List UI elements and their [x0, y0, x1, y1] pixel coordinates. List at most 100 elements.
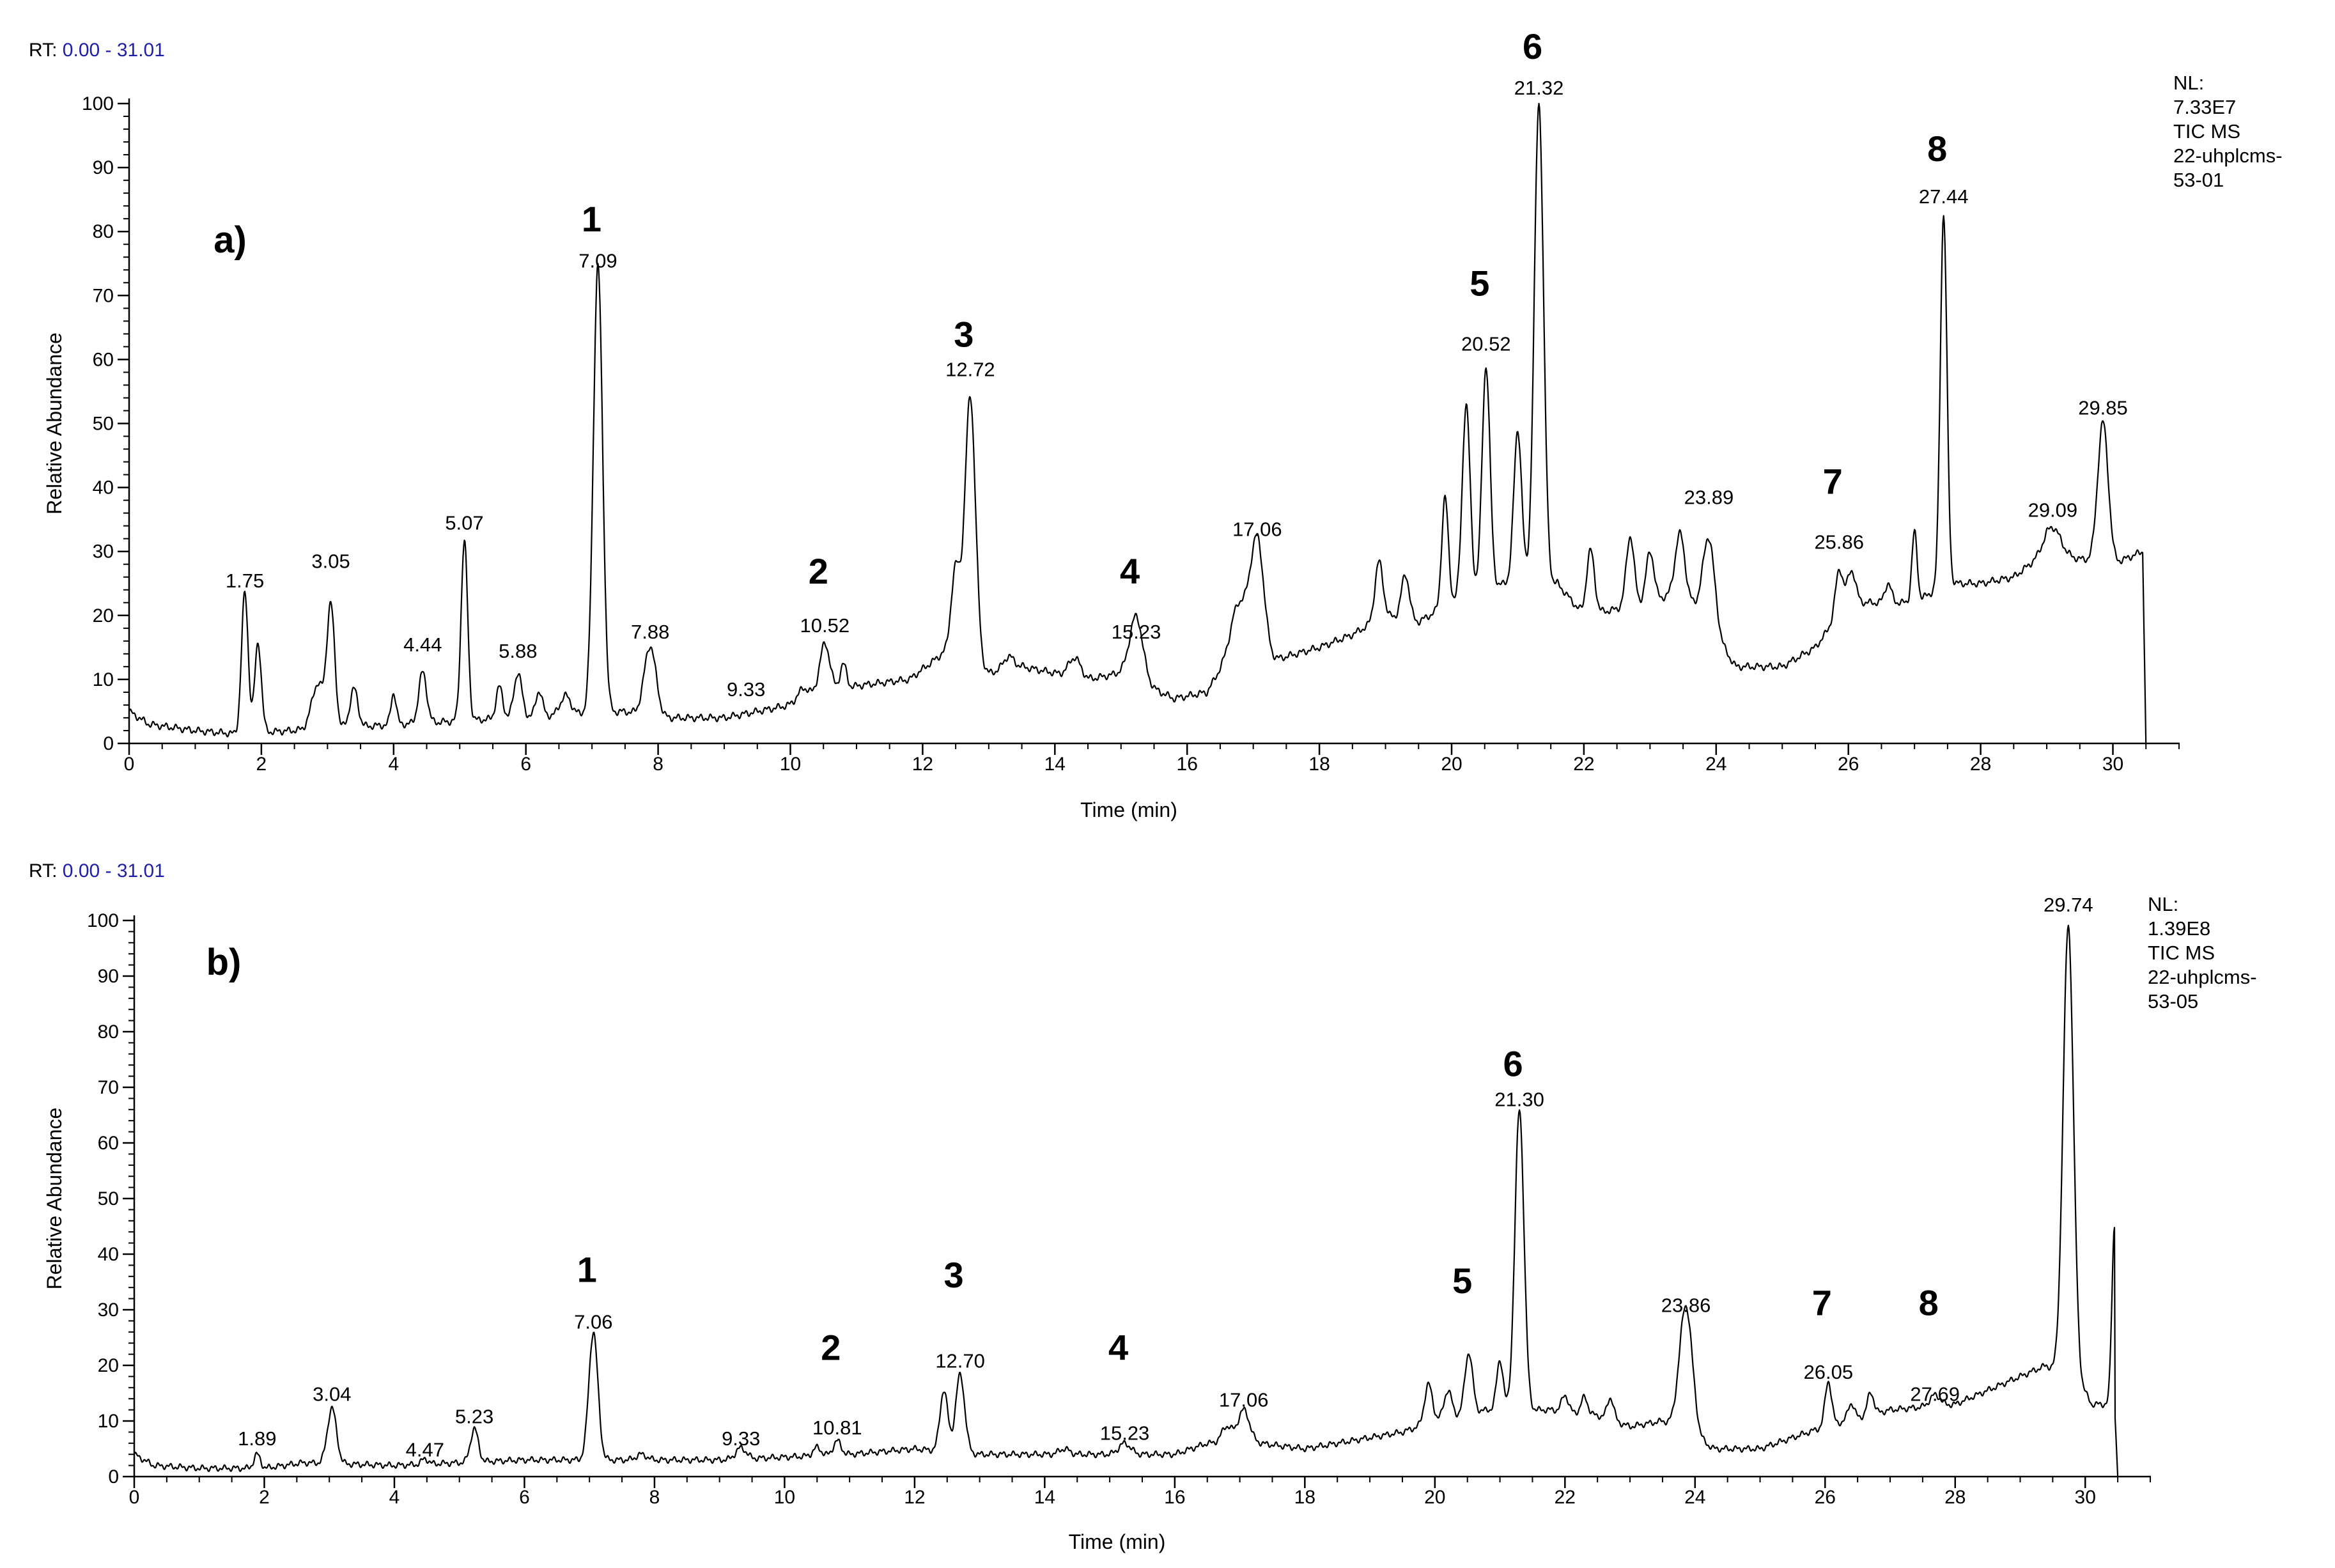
- x-tick-label: 14: [1044, 754, 1066, 775]
- y-tick-label: 30: [98, 1300, 119, 1321]
- x-tick-label: 20: [1424, 1487, 1445, 1508]
- compound-number: 3: [954, 314, 974, 354]
- compound-number: 1: [577, 1250, 597, 1290]
- nl-info-line: TIC MS: [2173, 120, 2240, 143]
- peak-label: 21.30: [1494, 1089, 1544, 1111]
- peak-label: 25.86: [1814, 531, 1864, 554]
- peak-label: 4.44: [403, 633, 442, 656]
- peak-label: 29.09: [2028, 499, 2078, 522]
- peak-label: 23.89: [1684, 486, 1734, 509]
- y-tick-label: 50: [98, 1188, 119, 1209]
- compound-number: 7: [1812, 1283, 1832, 1323]
- peak-label: 15.23: [1112, 621, 1161, 643]
- compound-number: 7: [1823, 462, 1843, 502]
- peak-label: 5.07: [445, 512, 483, 534]
- nl-info-line: 53-05: [2148, 990, 2198, 1013]
- y-tick-label: 90: [98, 966, 119, 987]
- rt-range-label: RT: 0.00 - 31.01: [29, 860, 165, 881]
- peak-label: 3.04: [313, 1383, 351, 1406]
- peak-label: 5.23: [455, 1405, 493, 1427]
- chromatogram-panel-b: RT: 0.00 - 31.01 0 10 20 30 40 50 60 70 80 90 100 0 2…: [29, 860, 2257, 1553]
- peak-label: 17.06: [1219, 1388, 1269, 1411]
- chromatogram-panel-a: RT: 0.00 - 31.01 0 10 20 30 40 50 60 70 80 90 100 0 2…: [29, 26, 2283, 821]
- x-tick-label: 8: [653, 754, 663, 775]
- compound-number: 3: [944, 1255, 964, 1295]
- peak-label: 20.52: [1461, 332, 1511, 355]
- x-tick-label: 26: [1838, 754, 1859, 775]
- peak-label: 17.06: [1232, 518, 1282, 541]
- y-tick-label: 100: [82, 93, 114, 114]
- y-tick-label: 20: [93, 605, 114, 626]
- y-tick-label: 30: [93, 541, 114, 563]
- peak-label: 21.32: [1514, 77, 1564, 99]
- x-tick-label: 2: [256, 754, 267, 775]
- compound-number: 5: [1452, 1261, 1472, 1301]
- y-tick-label: 20: [98, 1355, 119, 1376]
- x-tick-label: 18: [1294, 1487, 1315, 1508]
- x-tick-label: 6: [519, 1487, 530, 1508]
- x-tick-label: 22: [1555, 1487, 1576, 1508]
- nl-info-line: 22-uhplcms-: [2173, 144, 2283, 167]
- compound-number: 8: [1919, 1283, 1939, 1323]
- y-axis-label: Relative Abundance: [43, 332, 66, 515]
- x-tick-label: 24: [1705, 754, 1726, 775]
- y-tick-label: 40: [93, 477, 114, 499]
- panel-label: a): [213, 219, 247, 261]
- x-tick-label: 14: [1034, 1487, 1055, 1508]
- peak-label: 3.05: [311, 550, 350, 573]
- peak-label: 29.85: [2078, 397, 2128, 419]
- y-tick-label: 60: [93, 349, 114, 370]
- peak-label: 7.88: [631, 621, 669, 643]
- nl-info-line: 7.33E7: [2173, 96, 2236, 118]
- x-tick-label: 8: [649, 1487, 660, 1508]
- y-tick-label: 10: [98, 1411, 119, 1432]
- peak-label: 1.75: [226, 570, 264, 592]
- nl-info-line: NL:: [2148, 893, 2178, 915]
- y-tick-label: 50: [93, 414, 114, 435]
- nl-info-line: TIC MS: [2148, 942, 2215, 964]
- peak-label: 12.72: [945, 358, 995, 380]
- nl-info-line: NL:: [2173, 72, 2204, 94]
- x-tick-label: 26: [1815, 1487, 1836, 1508]
- nl-info-line: 1.39E8: [2148, 917, 2210, 940]
- peak-label: 15.23: [1100, 1422, 1150, 1445]
- y-tick-label: 40: [98, 1244, 119, 1265]
- compound-number: 4: [1120, 551, 1140, 591]
- peak-label: 10.81: [812, 1417, 862, 1439]
- x-tick-label: 30: [2102, 754, 2123, 775]
- x-tick-label: 22: [1573, 754, 1594, 775]
- x-tick-label: 10: [774, 1487, 795, 1508]
- x-tick-label: 16: [1177, 754, 1198, 775]
- y-tick-label: 60: [98, 1133, 119, 1154]
- x-tick-label: 0: [129, 1487, 140, 1508]
- x-tick-label: 4: [388, 754, 399, 775]
- y-tick-label: 90: [93, 157, 114, 178]
- x-tick-label: 28: [1944, 1487, 1966, 1508]
- nl-info-line: 22-uhplcms-: [2148, 966, 2257, 988]
- peak-label: 29.74: [2044, 894, 2093, 916]
- y-axis-label: Relative Abundance: [43, 1108, 66, 1290]
- peak-label: 1.89: [238, 1427, 276, 1450]
- y-tick-label: 0: [103, 733, 114, 754]
- peak-label: 23.86: [1661, 1294, 1711, 1316]
- peak-label: 7.09: [578, 249, 617, 272]
- x-tick-label: 2: [259, 1487, 270, 1508]
- y-tick-label: 100: [87, 910, 119, 931]
- series-line: [133, 924, 2119, 1477]
- x-tick-label: 4: [389, 1487, 400, 1508]
- x-tick-label: 28: [1970, 754, 1991, 775]
- peak-label: 12.70: [935, 1349, 985, 1372]
- peak-label: 9.33: [722, 1427, 760, 1450]
- x-tick-label: 30: [2075, 1487, 2096, 1508]
- x-tick-label: 18: [1308, 754, 1330, 775]
- y-tick-label: 80: [93, 221, 114, 242]
- compound-number: 1: [582, 199, 601, 239]
- compound-number: 8: [1927, 128, 1947, 169]
- y-tick-label: 80: [98, 1021, 119, 1043]
- x-axis-label: Time (min): [1080, 798, 1177, 821]
- x-tick-label: 24: [1684, 1487, 1705, 1508]
- x-tick-label: 20: [1441, 754, 1462, 775]
- compound-number: 2: [821, 1327, 841, 1367]
- nl-info-line: 53-01: [2173, 169, 2224, 191]
